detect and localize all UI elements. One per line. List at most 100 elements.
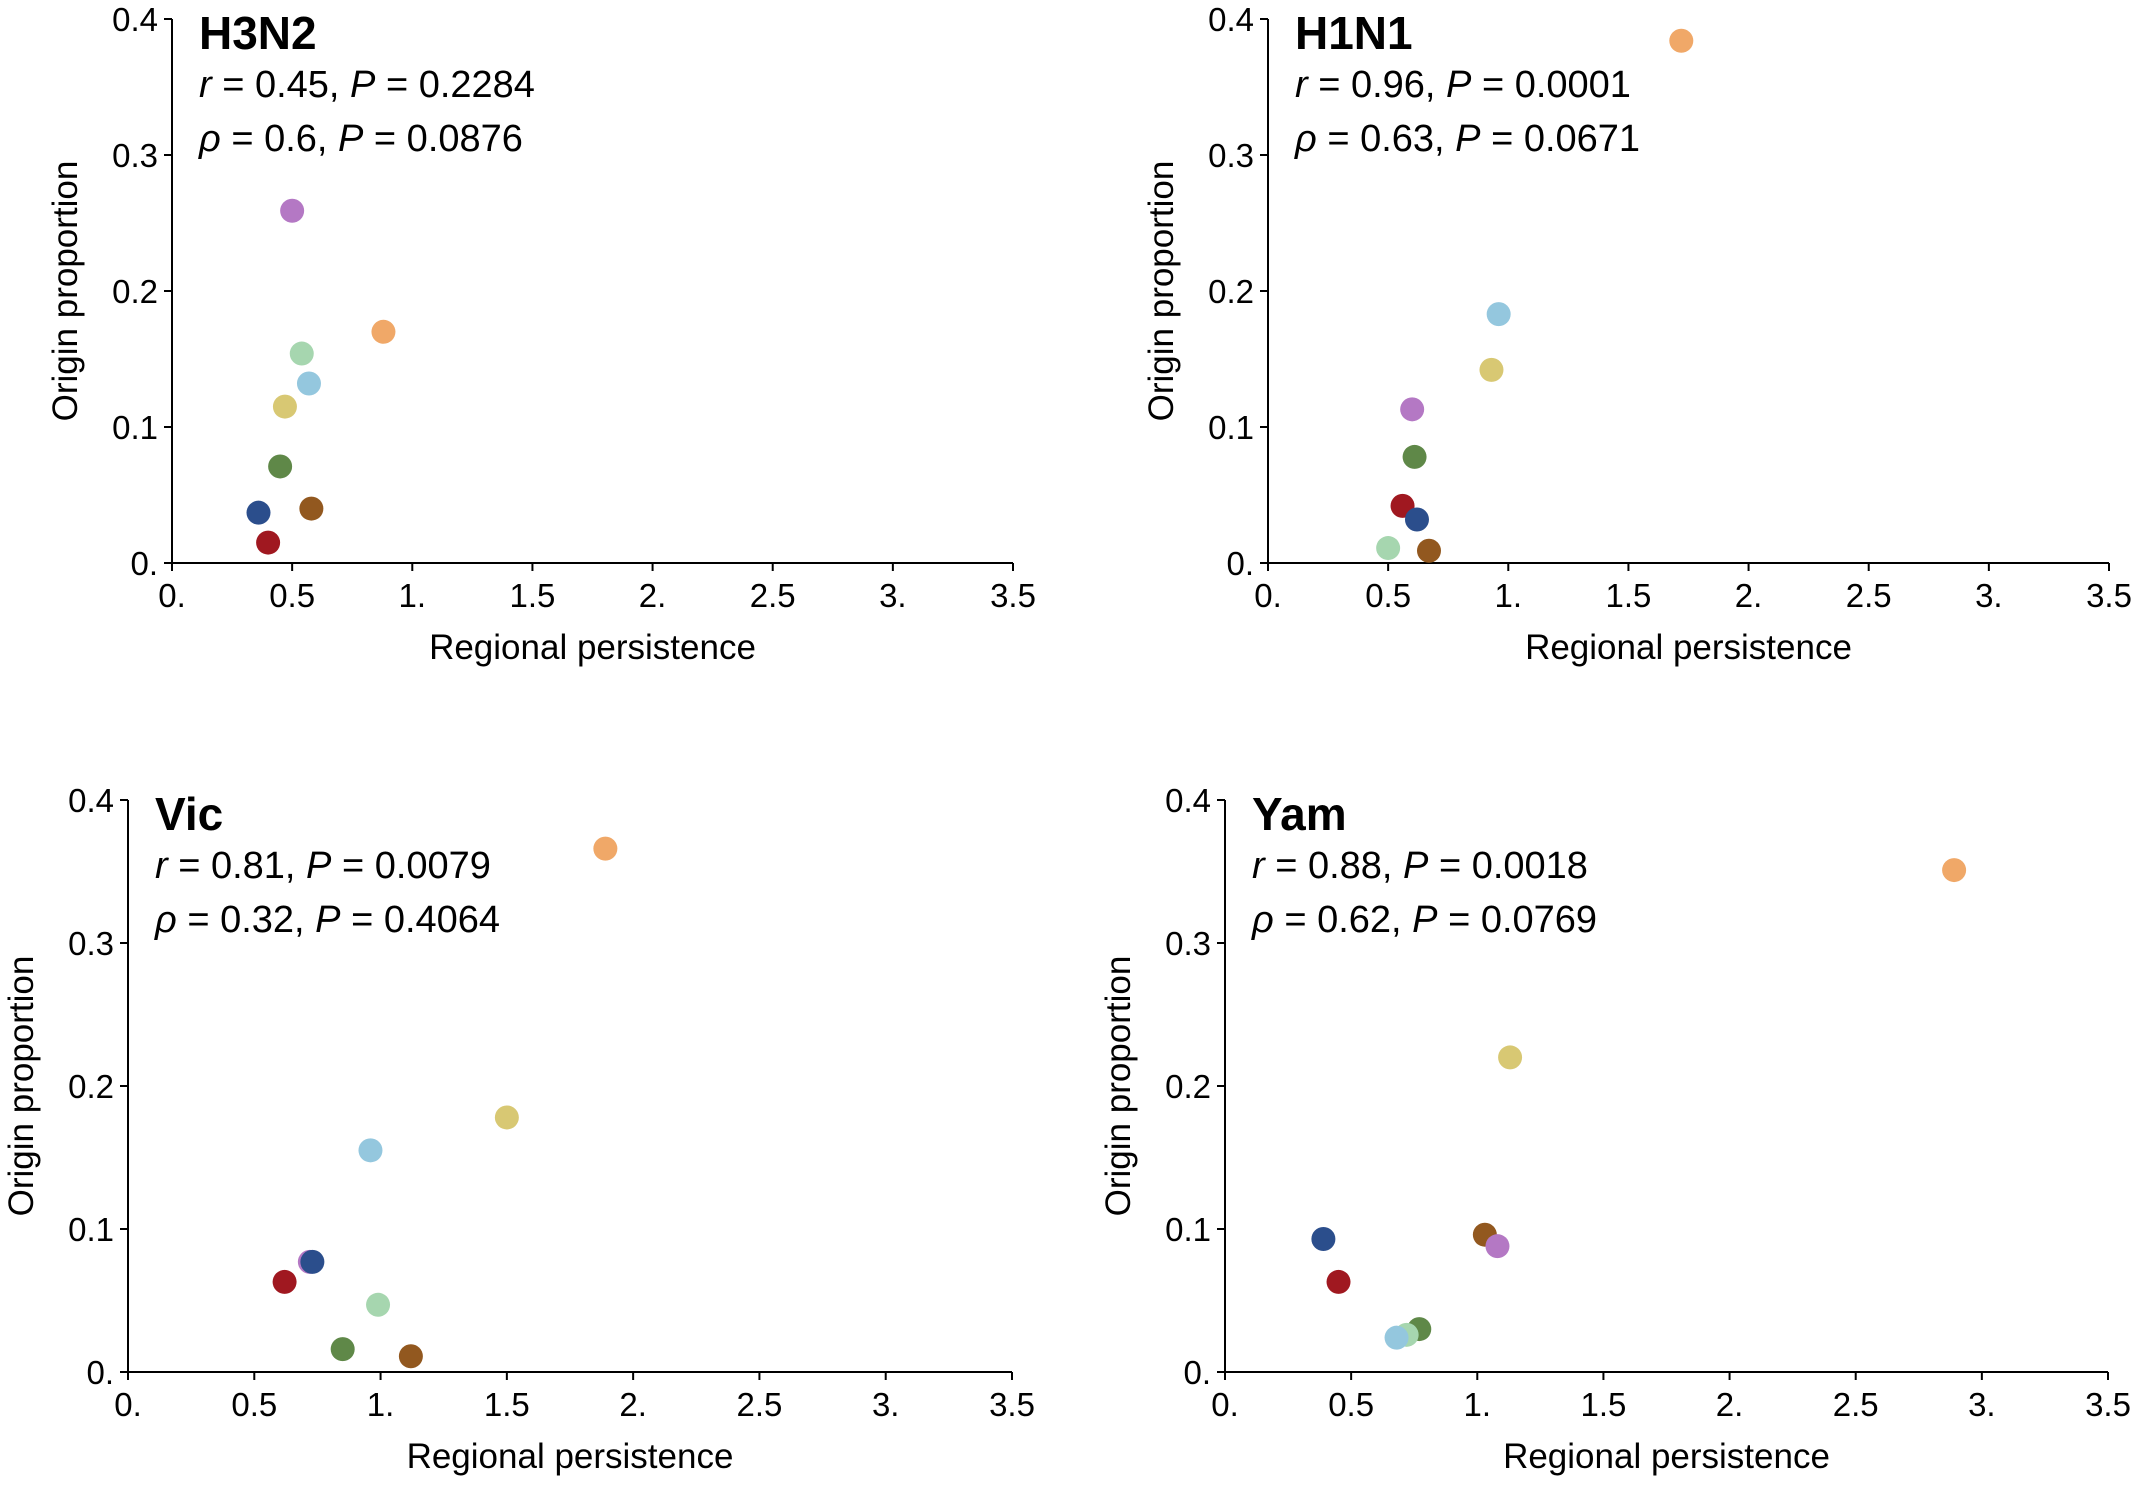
- x-tick-label: 0.5: [1328, 1386, 1374, 1423]
- x-axis-label: Regional persistence: [1525, 628, 1852, 667]
- stat-sym: r: [1295, 64, 1309, 106]
- data-point-purple: [1400, 397, 1425, 422]
- y-axis-label: Origin proportion: [46, 161, 85, 422]
- data-point-lightblue: [358, 1138, 383, 1163]
- x-tick-label: 3.5: [989, 1386, 1035, 1423]
- y-tick-label: 0.3: [112, 137, 158, 174]
- stat-p: P: [350, 64, 376, 106]
- x-tick-label: 1.5: [1605, 577, 1651, 614]
- y-tick-label: 0.4: [1208, 1, 1254, 38]
- stat-val: = 0.0018: [1428, 845, 1588, 887]
- y-tick-label: 0.1: [1208, 409, 1254, 446]
- stat-eq: = 0.62,: [1274, 899, 1412, 941]
- stat-eq: = 0.63,: [1317, 118, 1455, 160]
- panel-title: Yam: [1252, 788, 1347, 840]
- y-tick-label: 0.3: [1165, 925, 1211, 962]
- data-point-orange: [593, 836, 618, 861]
- data-point-yellow: [494, 1105, 519, 1130]
- y-axis-label: Origin proportion: [2, 956, 41, 1217]
- stat-sym: ρ: [1294, 118, 1317, 160]
- stat-line: ρ = 0.32, P = 0.4064: [154, 899, 500, 941]
- panel-vic: 0. 0.5 1. 1.5 2. 2.5 3. 3.5 0. 0.1 0.2 0.3 0.4 Region…: [2, 782, 1035, 1476]
- panel-yam: 0. 0.5 1. 1.5 2. 2.5 3. 3.5 0. 0.1 0.2 0.3 0.4 Region…: [1099, 782, 2131, 1476]
- data-point-brown: [299, 496, 324, 521]
- data-point-darkred: [1326, 1269, 1351, 1294]
- stat-sym: ρ: [198, 118, 221, 160]
- y-tick-label: 0.: [86, 1354, 114, 1391]
- data-point-brown: [1416, 538, 1441, 563]
- data-point-purple: [1485, 1234, 1510, 1259]
- x-tick-label: 3.: [872, 1386, 900, 1423]
- data-point-lightblue: [1384, 1325, 1409, 1350]
- data-point-lightgreen: [1376, 536, 1401, 561]
- y-tick-label: 0.3: [1208, 137, 1254, 174]
- x-axis-label: Regional persistence: [407, 1437, 734, 1476]
- x-tick-label: 1.5: [484, 1386, 530, 1423]
- stat-line: ρ = 0.63, P = 0.0671: [1294, 118, 1640, 160]
- panel-h3n2: 0. 0.5 1. 1.5 2. 2.5 3. 3.5 0. 0.1 0.2 0.3 0.4 Region…: [46, 1, 1036, 667]
- x-tick-label: 3.5: [990, 577, 1036, 614]
- data-point-darkred: [272, 1269, 297, 1294]
- stat-eq: = 0.32,: [177, 899, 315, 941]
- y-axis-label: Origin proportion: [1099, 956, 1138, 1217]
- x-tick-label: 1.: [399, 577, 427, 614]
- x-tick-label: 2.5: [750, 577, 796, 614]
- x-axis-label: Regional persistence: [1503, 1437, 1830, 1476]
- stat-val: = 0.0671: [1481, 118, 1641, 160]
- data-point-orange: [1942, 858, 1967, 883]
- stat-sym: r: [1252, 845, 1266, 887]
- x-tick-label: 2.5: [736, 1386, 782, 1423]
- data-point-purple: [280, 198, 305, 223]
- stat-eq: = 0.96,: [1308, 64, 1446, 106]
- stat-line: r = 0.81, P = 0.0079: [155, 845, 491, 887]
- y-tick-label: 0.1: [1165, 1211, 1211, 1248]
- stat-sym: ρ: [154, 899, 177, 941]
- x-tick-label: 1.5: [1580, 1386, 1626, 1423]
- stat-line: ρ = 0.62, P = 0.0769: [1251, 899, 1597, 941]
- data-point-darkblue: [300, 1249, 325, 1274]
- y-tick-label: 0.: [130, 545, 158, 582]
- y-tick-label: 0.2: [1208, 273, 1254, 310]
- y-tick-label: 0.4: [68, 782, 114, 819]
- x-tick-label: 0.: [114, 1386, 142, 1423]
- x-tick-label: 1.: [367, 1386, 395, 1423]
- stat-line: ρ = 0.6, P = 0.0876: [198, 118, 523, 160]
- x-tick-label: 0.5: [231, 1386, 277, 1423]
- y-tick-label: 0.4: [112, 1, 158, 38]
- stat-eq: = 0.81,: [168, 845, 306, 887]
- stat-sym: r: [199, 64, 213, 106]
- stat-line: r = 0.96, P = 0.0001: [1295, 64, 1631, 106]
- y-tick-label: 0.4: [1165, 782, 1211, 819]
- y-tick-label: 0.2: [1165, 1068, 1211, 1105]
- stat-p: P: [1412, 899, 1438, 941]
- panel-title: H3N2: [199, 7, 317, 59]
- stat-p: P: [1455, 118, 1481, 160]
- stat-val: = 0.0079: [331, 845, 491, 887]
- data-point-darkblue: [1311, 1227, 1336, 1252]
- data-point-lightblue: [1486, 302, 1511, 327]
- stat-val: = 0.2284: [375, 64, 535, 106]
- stat-val: = 0.4064: [341, 899, 501, 941]
- x-axis-label: Regional persistence: [429, 628, 756, 667]
- stat-val: = 0.0001: [1471, 64, 1631, 106]
- stat-line: r = 0.88, P = 0.0018: [1252, 845, 1588, 887]
- stat-eq: = 0.6,: [221, 118, 338, 160]
- data-point-darkgreen: [268, 454, 293, 479]
- data-point-darkblue: [1404, 507, 1429, 532]
- panel-title: H1N1: [1295, 7, 1413, 59]
- data-point-orange: [371, 319, 396, 344]
- x-tick-label: 0.: [1211, 1386, 1239, 1423]
- x-tick-label: 3.: [1968, 1386, 1996, 1423]
- data-point-lightgreen: [366, 1292, 391, 1317]
- data-point-yellow: [1479, 357, 1504, 382]
- stat-sym: r: [155, 845, 169, 887]
- data-point-darkblue: [246, 500, 271, 525]
- x-tick-label: 0.: [1254, 577, 1282, 614]
- stat-p: P: [338, 118, 364, 160]
- y-tick-label: 0.2: [112, 273, 158, 310]
- stat-sym: ρ: [1251, 899, 1274, 941]
- stat-line: r = 0.45, P = 0.2284: [199, 64, 535, 106]
- panel-title: Vic: [155, 788, 223, 840]
- x-tick-label: 1.: [1495, 577, 1523, 614]
